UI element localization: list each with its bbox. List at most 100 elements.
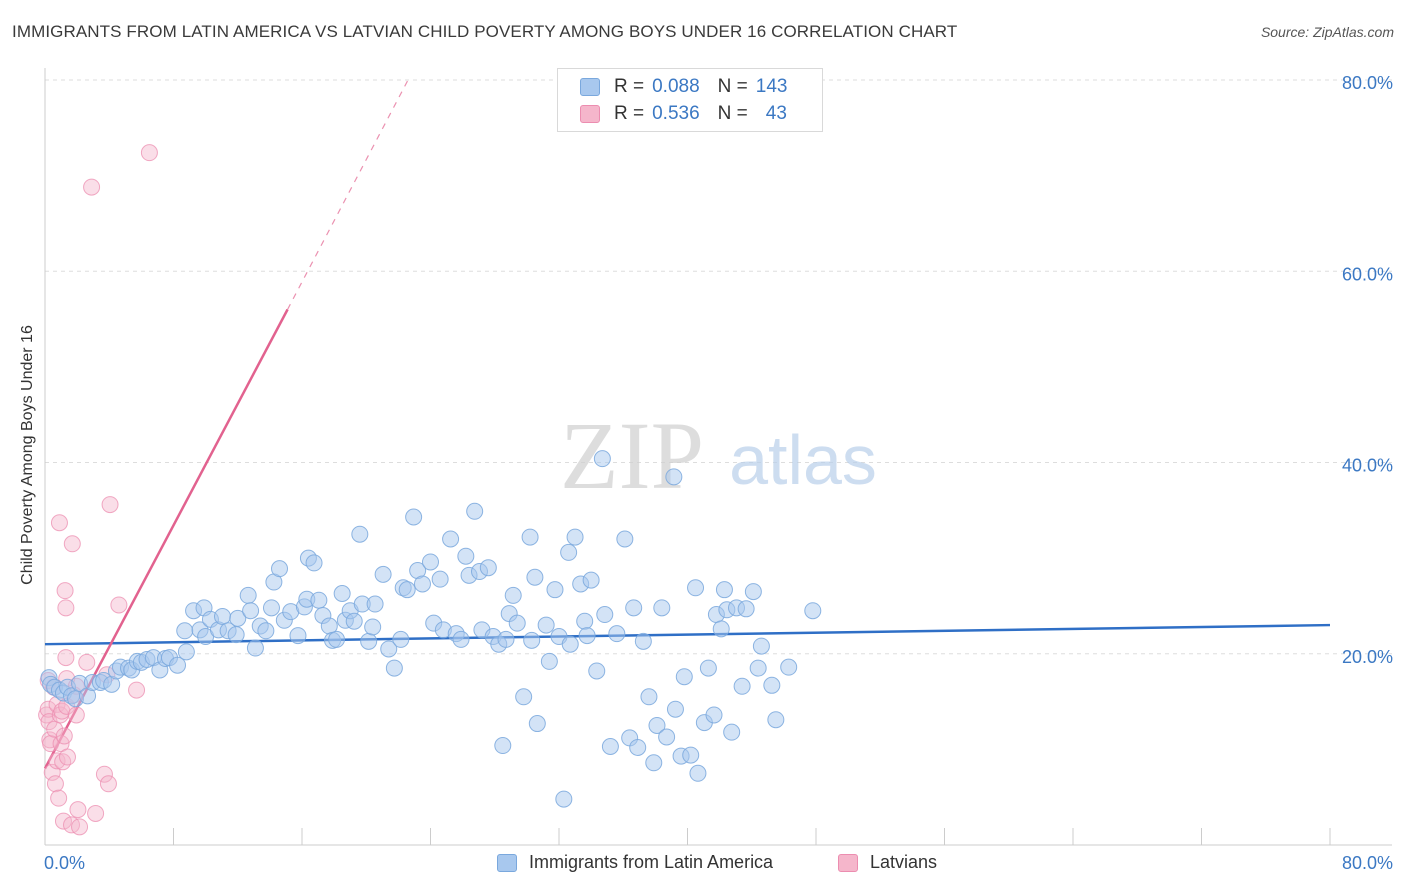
latin-america-point (763, 676, 781, 694)
x-tick-label-max: 80.0% (1342, 853, 1393, 873)
latin-america-point (479, 559, 497, 577)
latvians-point (71, 818, 89, 836)
latvians-point (56, 582, 74, 600)
latin-america-point (767, 711, 785, 729)
latin-america-point (374, 565, 392, 583)
chart-title: IMMIGRANTS FROM LATIN AMERICA VS LATVIAN… (12, 22, 958, 41)
latin-america-point (239, 586, 257, 604)
latin-america-point (328, 630, 346, 648)
latvians-point (101, 496, 119, 514)
legend-n-label: N = (717, 103, 748, 124)
latin-america-point (504, 586, 522, 604)
latin-america-point (640, 688, 658, 706)
latin-america-point (682, 746, 700, 764)
legend-n-value-blue: 143 (755, 76, 788, 97)
latin-america-point (385, 659, 403, 677)
latvians-point (128, 681, 146, 699)
latin-america-point (715, 581, 733, 599)
latvians-point (63, 535, 81, 553)
latvians-point (55, 727, 73, 745)
latin-america-point (494, 737, 512, 755)
latin-america-point (176, 622, 194, 640)
latin-america-point (528, 715, 546, 733)
latin-america-point (601, 738, 619, 756)
latin-america-point (351, 525, 369, 543)
latin-america-point (608, 625, 626, 643)
latin-america-point (271, 560, 289, 578)
latvians-point (78, 653, 96, 671)
x-tick-label-min: 0.0% (44, 853, 85, 873)
legend-n-label: N = (717, 76, 748, 97)
source-label: Source: ZipAtlas.com (1260, 24, 1394, 40)
latin-america-point (345, 612, 363, 630)
y-tick-label: 20.0% (1342, 647, 1393, 667)
legend-n-value-pink: 43 (765, 103, 787, 124)
latvians-point (50, 789, 68, 807)
latin-america-point (333, 585, 351, 603)
latin-america-point (737, 600, 755, 618)
latvians-point (57, 599, 75, 617)
latin-america-point (593, 450, 611, 468)
latin-america-point (413, 575, 431, 593)
latvians-point (83, 178, 101, 196)
latin-america-point (457, 547, 475, 565)
latvians-point (46, 775, 64, 793)
latin-america-point (431, 570, 449, 588)
latin-america-point (705, 706, 723, 724)
latin-america-point (804, 602, 822, 620)
latvians-trend-extension (287, 79, 409, 310)
latvians-point (99, 775, 117, 793)
latin-america-point (360, 632, 378, 650)
latin-america-point (169, 656, 187, 674)
tick-labels: 20.0% 40.0% 60.0% 80.0% 0.0% 80.0% (44, 73, 1393, 873)
latin-america-point (566, 528, 584, 546)
latin-america-point (744, 583, 762, 601)
latin-america-point (616, 530, 634, 548)
latin-america-point (422, 553, 439, 571)
latin-america-point (442, 530, 460, 548)
latin-america-point (712, 620, 730, 638)
latin-america-point (596, 606, 614, 624)
latin-america-point (405, 508, 423, 526)
legend-row-latin-america: R = 0.088 N = 143 (580, 75, 787, 99)
latin-america-point (780, 658, 798, 676)
latin-america-point (555, 790, 573, 808)
latvians-point (95, 765, 113, 783)
y-tick-label: 60.0% (1342, 264, 1393, 284)
latin-america-point (257, 622, 275, 640)
latin-america-point (749, 659, 767, 677)
latin-america-point (561, 635, 579, 653)
latin-america-point (537, 616, 555, 634)
watermark-atlas: atlas (729, 421, 877, 499)
latin-america-points (40, 450, 822, 808)
latin-america-point (634, 632, 652, 650)
latin-america-point (452, 630, 470, 648)
latin-america-point (521, 528, 539, 546)
legend-r-label: R = (614, 76, 645, 97)
watermark: ZIP atlas (560, 402, 877, 509)
latin-america-point (588, 662, 606, 680)
watermark-zip: ZIP (560, 402, 704, 509)
legend-swatch-blue (580, 78, 600, 96)
latvians-point (58, 748, 76, 766)
legend-r-value-blue: 0.088 (652, 76, 700, 97)
latin-america-point (687, 579, 705, 597)
stats-legend: R = 0.088 N = 143 R = 0.536 N = 43 (557, 68, 823, 132)
latvians-point (140, 144, 158, 162)
latin-america-point (305, 554, 323, 572)
latvians-point (53, 702, 71, 720)
latvians-point (110, 596, 128, 614)
latin-america-point (658, 728, 676, 746)
y-tick-label: 80.0% (1342, 73, 1393, 93)
latin-america-point (392, 630, 410, 648)
axes (44, 68, 1392, 846)
latin-america-point (653, 599, 671, 617)
latin-america-point (227, 626, 245, 644)
latin-america-point (540, 652, 558, 670)
latin-america-point (366, 595, 384, 613)
latin-america-point (177, 643, 195, 661)
latin-america-point (648, 716, 666, 734)
bottom-legend-latin-america: Immigrants from Latin America (497, 852, 773, 873)
latvians-point (67, 706, 85, 724)
